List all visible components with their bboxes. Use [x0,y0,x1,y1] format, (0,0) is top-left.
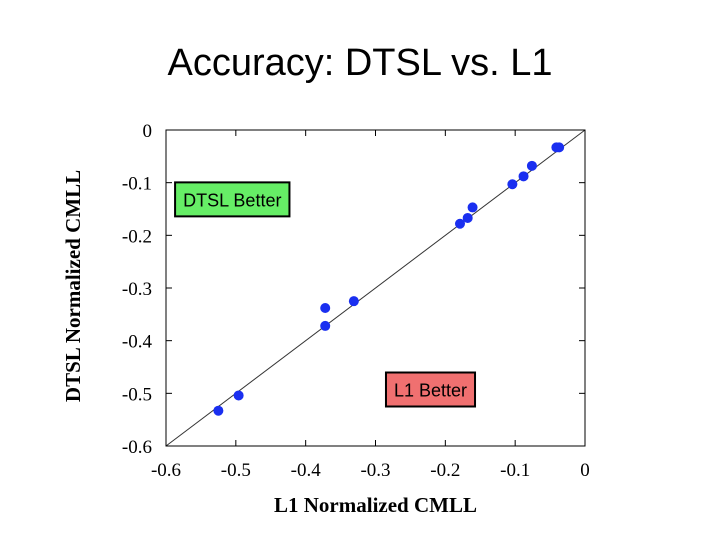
x-tick-label: -0.4 [291,460,322,481]
data-point [467,202,478,213]
x-tick-label: 0 [580,460,590,481]
y-tick-label: 0 [143,121,153,142]
y-tick-label: -0.2 [122,226,152,247]
data-point [320,303,331,314]
data-point [233,390,244,401]
data-point [320,320,331,331]
annotation-label: DTSL Better [183,190,281,210]
data-point [348,296,359,307]
y-tick-label: -0.4 [122,332,153,353]
x-tick-label: -0.3 [360,460,390,481]
annotations: DTSL Better L1 Better [174,181,477,408]
data-point [213,405,224,416]
y-tick-label: -0.6 [122,437,152,458]
x-tick-label: -0.2 [430,460,460,481]
x-tick-label: -0.6 [151,460,181,481]
y-tick-label: -0.1 [122,174,152,195]
data-point [454,218,465,229]
slide-title: Accuracy: DTSL vs. L1 [167,42,553,84]
data-point [507,179,518,190]
y-axis-label: DTSL Normalized CMLL [61,170,85,402]
annotation-background [384,371,477,408]
annotation-box: DTSL Better [174,181,291,218]
y-ticks: -0.6 -0.5 -0.4 -0.3 -0.2 -0.1 0 [122,121,585,458]
annotation-background [174,181,291,218]
data-point [462,212,473,223]
y-tick-label: -0.5 [122,384,152,405]
data-point [526,160,537,171]
x-ticks: -0.6 -0.5 -0.4 -0.3 -0.2 -0.1 0 [151,130,590,481]
annotation-label: L1 Better [394,381,467,401]
data-points [213,142,565,416]
x-tick-label: -0.5 [221,460,251,481]
y-tick-label: -0.3 [122,279,152,300]
data-point [554,142,565,153]
x-tick-label: -0.1 [500,460,530,481]
annotation-box: L1 Better [384,371,477,408]
data-point [518,171,529,182]
x-axis-label: L1 Normalized CMLL [274,493,477,517]
